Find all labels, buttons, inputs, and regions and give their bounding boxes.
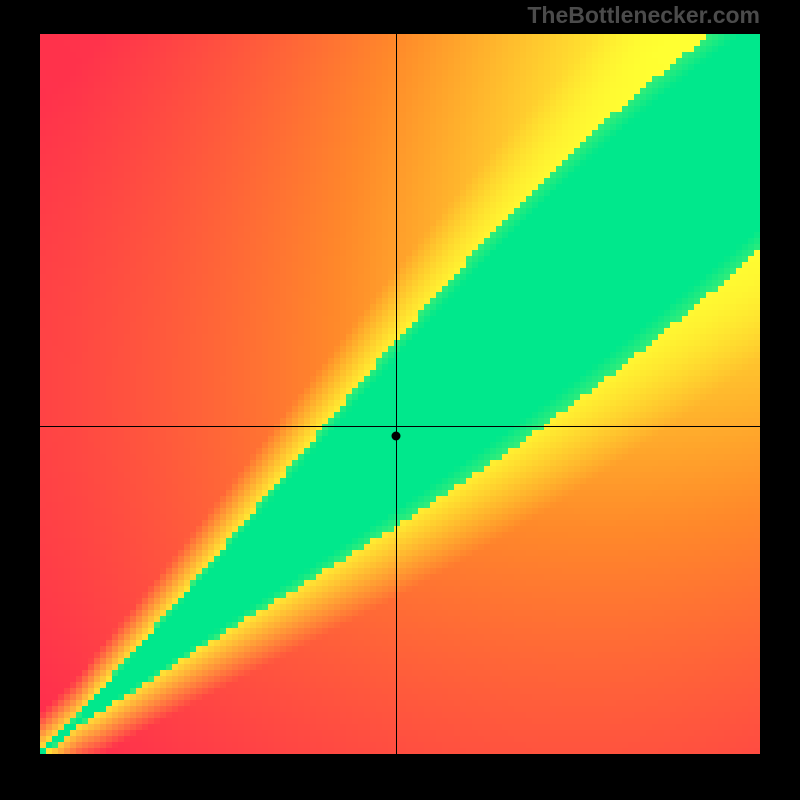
crosshair-vertical bbox=[396, 34, 397, 754]
crosshair-marker bbox=[392, 431, 401, 440]
heatmap-canvas bbox=[40, 34, 760, 754]
figure-stage: TheBottlenecker.com bbox=[0, 0, 800, 800]
crosshair-horizontal bbox=[40, 426, 760, 427]
attribution-text: TheBottlenecker.com bbox=[527, 2, 760, 29]
heatmap-plot bbox=[40, 34, 760, 754]
